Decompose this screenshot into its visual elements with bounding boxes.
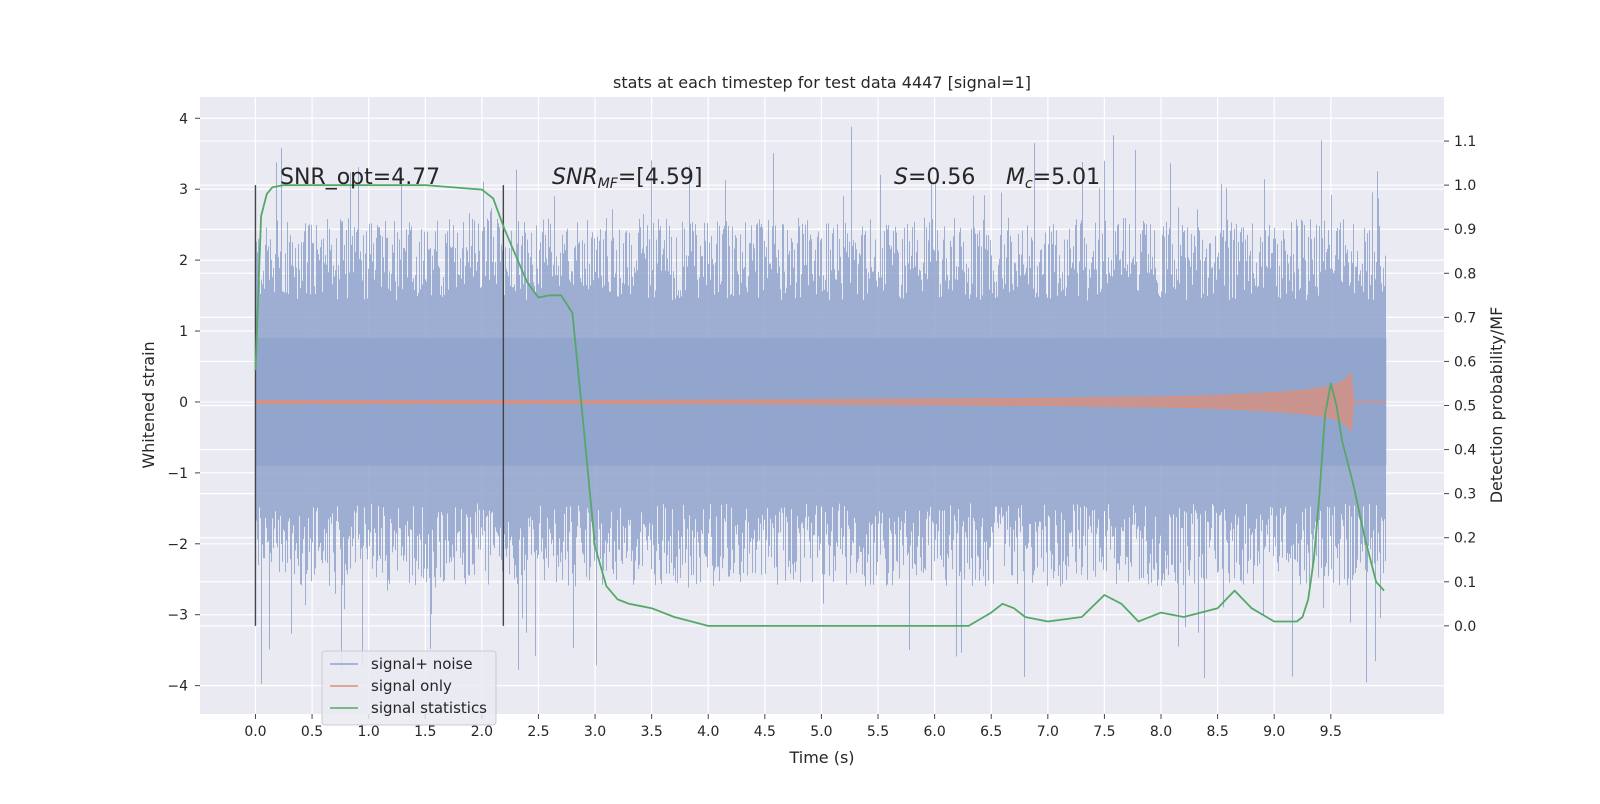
- x-tick-label: 9.0: [1263, 724, 1285, 740]
- x-tick-label: 9.5: [1320, 724, 1342, 740]
- mc-value: =5.01: [1033, 165, 1100, 190]
- signal-statistics-series: [254, 184, 1385, 627]
- y-tick-label-right: 0.0: [1454, 619, 1476, 635]
- y-tick-label-right: 0.4: [1454, 443, 1476, 459]
- y-tick-label-left: −1: [167, 466, 188, 482]
- y-tick-label-left: −2: [167, 537, 188, 553]
- x-tick-label: 7.0: [1037, 724, 1059, 740]
- x-tick-label: 5.0: [810, 724, 832, 740]
- x-tick-label: 2.0: [471, 724, 493, 740]
- y-tick-label-left: 1: [179, 324, 188, 340]
- snr-mf-symbol: SNR: [552, 165, 598, 190]
- x-tick-label: 1.0: [358, 724, 380, 740]
- y-tick-label-right: 0.3: [1454, 487, 1476, 503]
- annotation-mc: Mc=5.01: [1006, 165, 1100, 192]
- x-ticks: 0.0 0.5 1.0 1.5 2.0 2.5 3.0 3.5 4.0 4.5 5.0 5.5 6.0 6…: [244, 714, 1342, 740]
- signal-only-series: [255, 372, 1387, 432]
- snr-mf-value: =[4.59]: [618, 165, 703, 190]
- y-tick-label-right: 0.6: [1454, 354, 1476, 370]
- y-axis-label-right: Detection probability/MF: [1487, 307, 1506, 504]
- legend-box: [321, 650, 497, 726]
- x-tick-label: 4.0: [697, 724, 719, 740]
- y-tick-label-right: 1.0: [1454, 178, 1476, 194]
- x-tick-label: 8.0: [1150, 724, 1172, 740]
- annotation-s: S=0.56: [894, 165, 975, 190]
- y-tick-label-left: −3: [167, 608, 188, 624]
- annotation-snr-mf: SNRMF=[4.59]: [552, 165, 702, 192]
- x-axis-label: Time (s): [788, 748, 854, 767]
- x-tick-label: 3.0: [584, 724, 606, 740]
- legend-label-signal-statistics: signal statistics: [371, 699, 487, 717]
- y-ticks-left: 4 3 2 1 0 −1 −2 −3 −4: [167, 111, 200, 695]
- signal-only-envelope: [255, 372, 1354, 432]
- x-tick-label: 5.5: [867, 724, 889, 740]
- s-value: =0.56: [908, 165, 975, 190]
- x-tick-label: 8.5: [1206, 724, 1228, 740]
- chart-title: stats at each timestep for test data 444…: [613, 73, 1031, 92]
- x-tick-label: 3.5: [641, 724, 663, 740]
- y-ticks-right: 1.1 1.0 0.9 0.8 0.7 0.6 0.5 0.4 0.3 0.2 0.1 0.0: [1444, 134, 1476, 635]
- x-tick-label: 6.5: [980, 724, 1002, 740]
- vertical-markers: [254, 185, 505, 626]
- signal-statistics-line: [254, 184, 1385, 627]
- y-tick-label-right: 0.2: [1454, 531, 1476, 547]
- x-tick-label: 2.5: [527, 724, 549, 740]
- y-tick-label-right: 0.7: [1454, 310, 1476, 326]
- x-tick-label: 6.0: [923, 724, 945, 740]
- y-axis-label-left: Whitened strain: [139, 341, 158, 468]
- mc-subscript: c: [1025, 176, 1033, 192]
- legend-label-signal-noise: signal+ noise: [371, 655, 473, 673]
- x-tick-label: 1.5: [414, 724, 436, 740]
- mc-symbol: M: [1006, 165, 1025, 190]
- legend: signal+ noise signal only signal statist…: [321, 650, 497, 726]
- annotation-snr-opt: SNR_opt=4.77: [280, 165, 440, 190]
- y-tick-label-right: 0.8: [1454, 266, 1476, 282]
- y-tick-label-right: 0.1: [1454, 575, 1476, 591]
- x-tick-label: 0.0: [244, 724, 266, 740]
- y-tick-label-left: −4: [167, 679, 188, 695]
- s-symbol: S: [894, 165, 908, 190]
- x-tick-label: 0.5: [301, 724, 323, 740]
- y-tick-label-right: 1.1: [1454, 134, 1476, 150]
- snr-mf-subscript: MF: [598, 176, 619, 192]
- x-tick-label: 4.5: [754, 724, 776, 740]
- x-tick-label: 7.5: [1093, 724, 1115, 740]
- legend-label-signal-only: signal only: [371, 677, 452, 695]
- y-tick-label-left: 0: [179, 395, 188, 411]
- y-tick-label-left: 2: [179, 253, 188, 269]
- y-tick-label-left: 4: [179, 111, 188, 127]
- y-tick-label-right: 0.5: [1454, 399, 1476, 415]
- y-tick-label-right: 0.9: [1454, 222, 1476, 238]
- y-tick-label-left: 3: [179, 182, 188, 198]
